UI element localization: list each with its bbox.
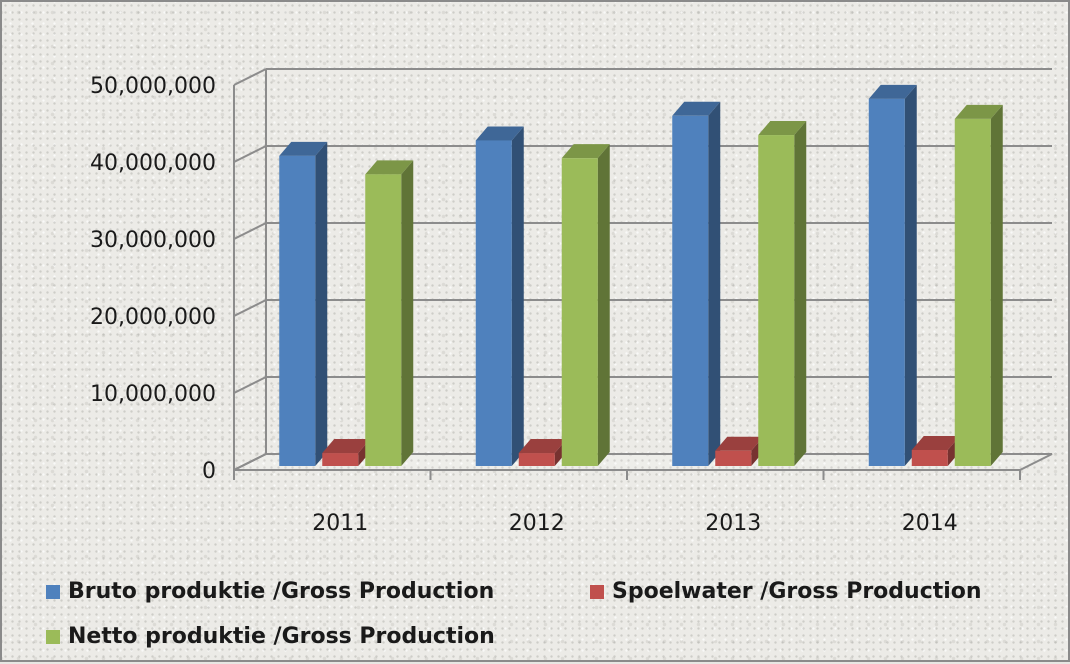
bar-top [518,439,567,454]
bar-front [561,158,598,466]
bar [911,435,960,466]
x-category-label: 2013 [705,511,761,536]
x-category-label: 2014 [902,511,958,536]
bar-side [990,104,1003,466]
side-gridline [233,68,267,86]
y-tick-label: 50,000,000 [90,74,216,99]
bar [279,141,328,466]
legend-label-bruto: Bruto produktie /Gross Production [68,579,495,604]
bar [561,144,610,466]
y-tick-label: 30,000,000 [90,228,216,253]
bar [868,84,917,467]
x-category-label: 2012 [509,511,565,536]
grid-layer [233,68,1053,480]
bar-top [561,144,610,159]
bar [715,436,764,466]
bar-side [315,141,328,466]
bar-top [715,436,764,451]
bar-front [475,140,512,466]
side-gridline [233,453,267,471]
side-gridline [233,145,267,163]
side-gridline [233,299,267,317]
bar-side [794,121,807,467]
bar [954,104,1003,466]
legend-swatch-bruto [46,584,60,599]
bar-front [518,453,555,466]
bar-top [322,439,371,454]
bar-top [475,126,524,141]
side-gridline [233,222,267,240]
bar-front [365,174,402,466]
legend-item-netto: Netto produktie /Gross Production [46,624,495,649]
bar [672,101,721,467]
bar [758,121,807,467]
bar-top [279,141,328,156]
legend-label-spoelwater: Spoelwater /Gross Production [612,579,982,604]
bar-front [954,118,991,466]
y-tick-label: 10,000,000 [90,382,216,407]
bar-side [904,84,917,467]
bar-side [597,144,610,466]
labels-layer: 0 10,000,000 20,000,000 30,000,000 40,000,00… [90,74,958,536]
bar-front [279,155,316,466]
legend-swatch-netto [46,629,60,644]
bar-side [511,126,524,466]
bar-top [672,101,721,116]
bars-layer [279,84,1003,467]
bar-top [954,104,1003,119]
bar-side [401,160,414,466]
bar [365,160,414,466]
legend-item-bruto: Bruto produktie /Gross Production [46,579,494,604]
bar [475,126,524,466]
legend-swatch-spoelwater [590,584,604,599]
legend-label-netto: Netto produktie /Gross Production [68,624,495,649]
bar-top [911,435,960,450]
y-tick-label: 0 [202,459,216,484]
bar-side [708,101,721,467]
x-category-label: 2011 [312,511,368,536]
bar-front [868,98,905,467]
y-tick-label: 40,000,000 [90,151,216,176]
bar-front [672,115,709,467]
bar-top [868,84,917,99]
bar-front [322,453,359,466]
bar-top [365,160,414,175]
bar-front [758,135,795,467]
bar-front [715,450,752,466]
legend-item-spoelwater: Spoelwater /Gross Production [590,579,982,604]
bar-top [758,121,807,136]
bar-front [911,449,948,466]
side-gridline [233,376,267,394]
y-tick-label: 20,000,000 [90,305,216,330]
